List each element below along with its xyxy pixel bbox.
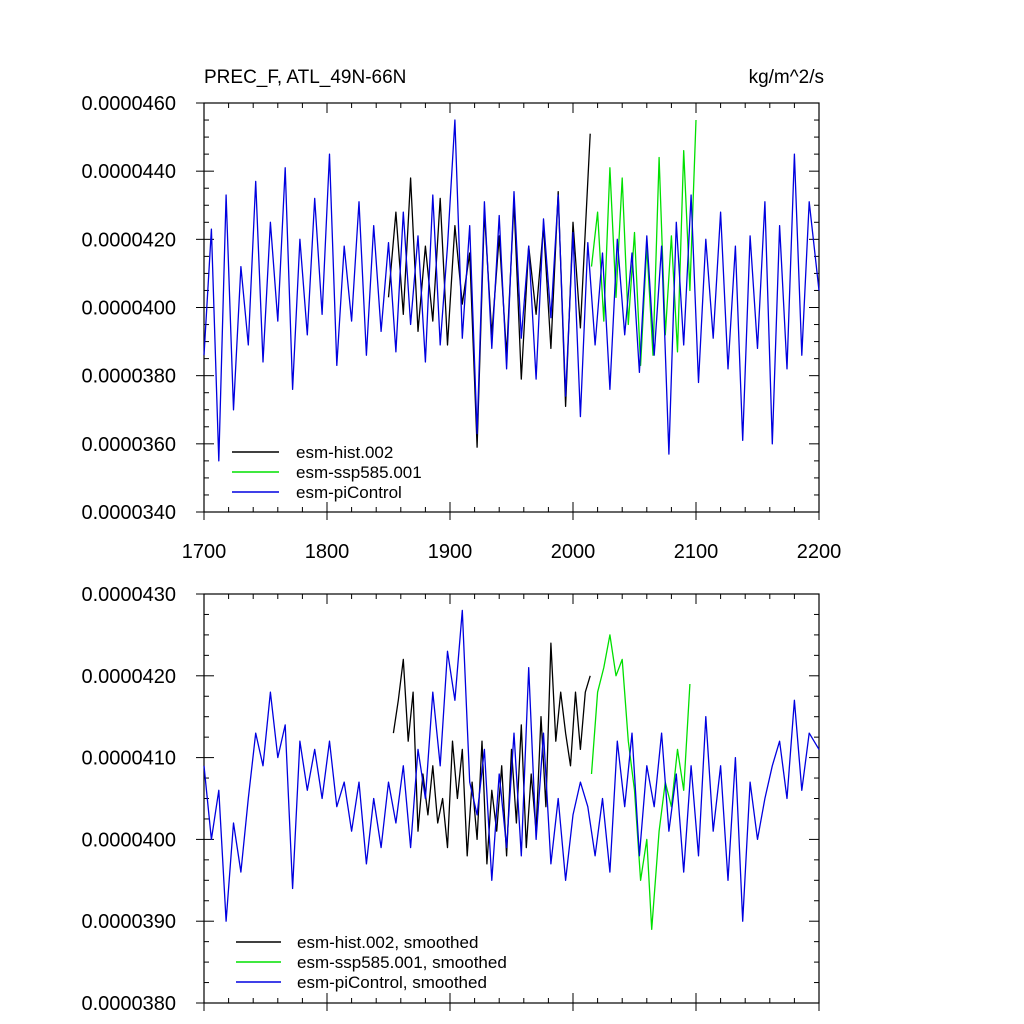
y-tick-label: 0.0000380 [81,366,176,388]
y-tick-label: 0.0000400 [81,829,176,851]
y-tick-label: 0.0000340 [81,502,176,524]
y-tick-label: 0.0000360 [81,434,176,456]
top-plot-area: 1700 1800 1900 2000 2100 2200 0.0000340 0.00003… [81,93,841,563]
series-line-2 [203,119,820,462]
legend-label: esm-piControl, smoothed [297,973,487,992]
series-line-0 [392,642,591,865]
y-tick-label: 0.0000380 [81,993,176,1015]
y-tick-label: 0.0000430 [81,584,176,606]
series-line-1 [590,634,691,931]
bottom-panel: 0.0000380 0.0000390 0.0000400 0.0000410 0.00… [81,584,820,1015]
legend-label: esm-ssp585.001 [296,463,422,482]
x-tick-label: 1700 [182,541,227,563]
x-tick-label: 2000 [551,541,596,563]
y-tick-label: 0.0000460 [81,93,176,115]
y-tick-label: 0.0000420 [81,666,176,688]
y-tick-label: 0.0000390 [81,911,176,933]
y-tick-label: 0.0000400 [81,298,176,320]
x-tick-label: 2100 [674,541,719,563]
legend-label: esm-piControl [296,483,402,502]
legend-label: esm-hist.002 [296,443,393,462]
x-tick-label: 1800 [305,541,350,563]
top-panel: PREC_F, ATL_49N-66N kg/m^2/s 1700 1800 190… [81,67,841,563]
y-tick-label: 0.0000440 [81,161,176,183]
chart-title: PREC_F, ATL_49N-66N [204,67,406,88]
y-tick-label: 0.0000410 [81,748,176,770]
legend-label: esm-hist.002, smoothed [297,933,478,952]
legend-label: esm-ssp585.001, smoothed [297,953,507,972]
x-tick-label: 2200 [797,541,842,563]
x-tick-label: 1900 [428,541,473,563]
y-tick-label: 0.0000420 [81,229,176,251]
units-label: kg/m^2/s [749,67,824,88]
series-line-1 [590,119,697,367]
bottom-plot-area: 0.0000380 0.0000390 0.0000400 0.0000410 0.00… [81,584,820,1015]
series-line-2 [203,609,820,922]
